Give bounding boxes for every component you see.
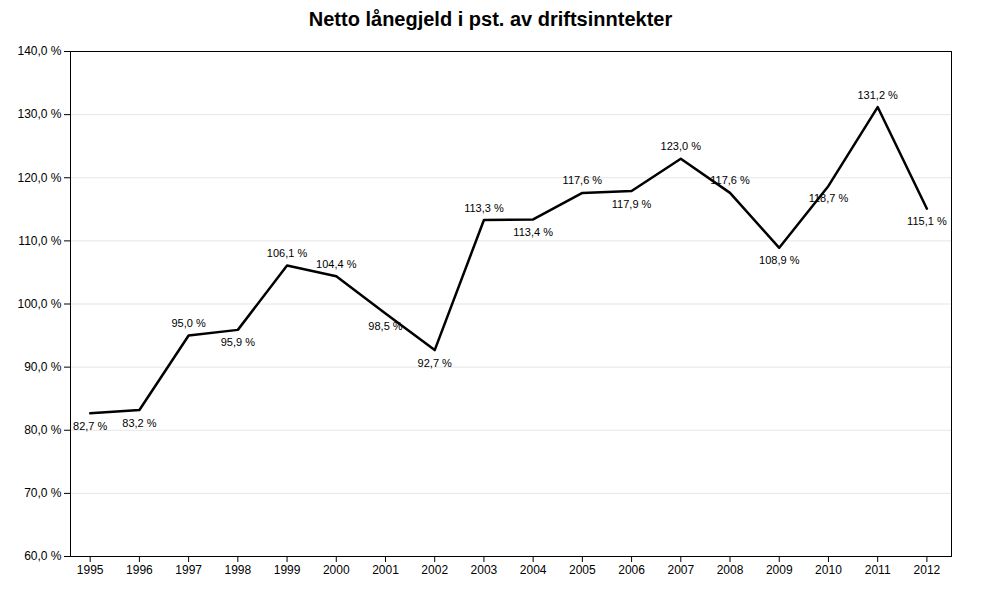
svg-text:108,9 %: 108,9 % xyxy=(759,254,800,266)
svg-text:95,0 %: 95,0 % xyxy=(171,317,205,329)
svg-text:1999: 1999 xyxy=(274,563,301,577)
svg-text:104,4 %: 104,4 % xyxy=(316,258,357,270)
svg-text:2004: 2004 xyxy=(520,563,547,577)
svg-text:118,7 %: 118,7 % xyxy=(809,192,849,204)
svg-text:1997: 1997 xyxy=(175,563,202,577)
svg-text:113,3 %: 113,3 % xyxy=(464,202,504,214)
svg-text:110,0 %: 110,0 % xyxy=(18,234,61,248)
svg-text:83,2 %: 83,2 % xyxy=(122,417,156,429)
svg-text:1996: 1996 xyxy=(126,563,153,577)
html-text:Netto lånegjeld i pst. av drif: Netto lånegjeld i pst. av driftsinntekte… xyxy=(308,8,673,30)
svg-text:70,0 %: 70,0 % xyxy=(24,486,62,500)
svg-text:120,0 %: 120,0 % xyxy=(17,171,61,185)
svg-text:2000: 2000 xyxy=(323,563,350,577)
svg-text:1998: 1998 xyxy=(224,563,251,577)
svg-text:1995: 1995 xyxy=(77,563,104,577)
svg-text:2006: 2006 xyxy=(618,563,645,577)
svg-text:113,4 %: 113,4 % xyxy=(513,226,553,238)
svg-text:117,6 %: 117,6 % xyxy=(563,174,603,186)
svg-text:2008: 2008 xyxy=(717,563,744,577)
svg-text:82,7 %: 82,7 % xyxy=(73,420,107,432)
svg-text:106,1 %: 106,1 % xyxy=(267,247,308,259)
svg-text:95,9 %: 95,9 % xyxy=(221,336,255,348)
svg-text:2005: 2005 xyxy=(569,563,596,577)
svg-text:130,0 %: 130,0 % xyxy=(17,107,61,121)
svg-text:115,1 %: 115,1 % xyxy=(907,215,947,227)
svg-text:2011: 2011 xyxy=(865,563,891,577)
svg-text:2003: 2003 xyxy=(471,563,498,577)
svg-text:123,0 %: 123,0 % xyxy=(661,140,702,152)
svg-text:80,0 %: 80,0 % xyxy=(24,423,62,437)
svg-text:2001: 2001 xyxy=(372,563,399,577)
svg-text:140,0 %: 140,0 % xyxy=(17,44,61,58)
svg-text:2002: 2002 xyxy=(421,563,448,577)
svg-text:92,7 %: 92,7 % xyxy=(418,357,452,369)
svg-text:2012: 2012 xyxy=(914,563,941,577)
svg-text:117,9 %: 117,9 % xyxy=(612,198,652,210)
svg-text:2009: 2009 xyxy=(766,563,793,577)
svg-text:98,5 %: 98,5 % xyxy=(368,320,402,332)
svg-text:117,6 %: 117,6 % xyxy=(710,174,750,186)
svg-text:90,0 %: 90,0 % xyxy=(24,360,62,374)
svg-text:2010: 2010 xyxy=(815,563,842,577)
svg-text:60,0 %: 60,0 % xyxy=(24,549,62,563)
svg-text:2007: 2007 xyxy=(667,563,694,577)
svg-text:100,0 %: 100,0 % xyxy=(17,297,61,311)
svg-text:131,2 %: 131,2 % xyxy=(857,89,898,101)
